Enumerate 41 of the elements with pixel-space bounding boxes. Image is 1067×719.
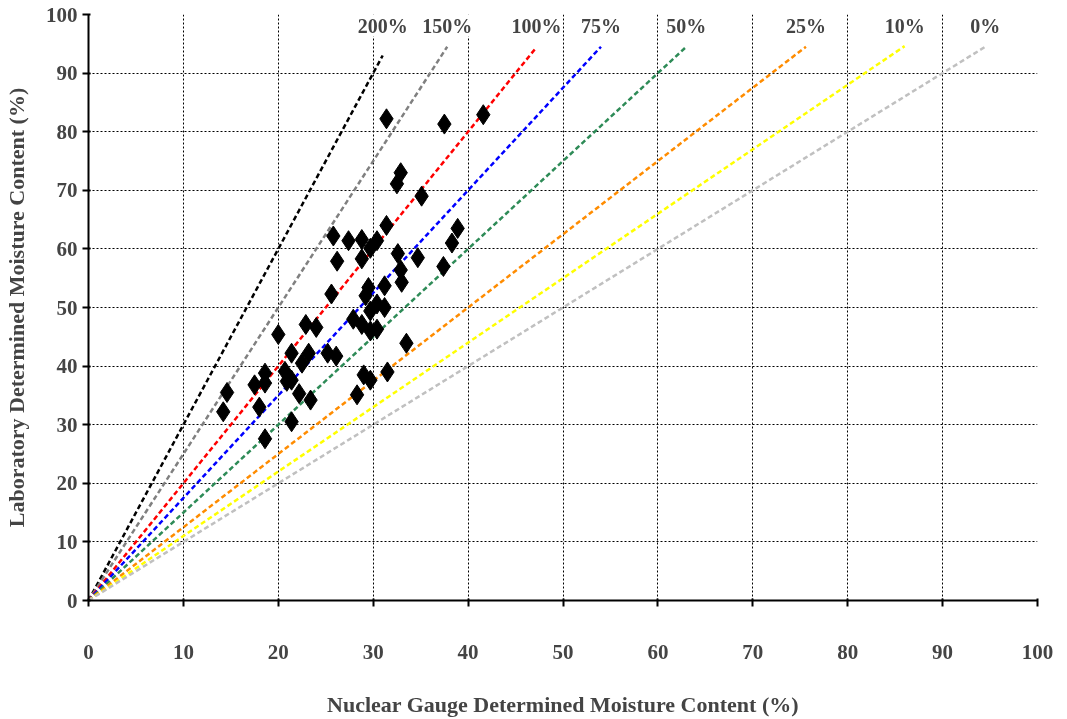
point — [294, 352, 310, 374]
y-tick-label: 0 — [67, 588, 78, 613]
point — [377, 297, 392, 318]
point — [257, 428, 273, 450]
x-tick-label: 0 — [83, 639, 94, 664]
y-tick-label: 60 — [56, 236, 78, 261]
series-label: 50% — [666, 14, 707, 37]
series-label: 10% — [884, 14, 925, 37]
y-tick-label: 20 — [56, 471, 78, 496]
point — [349, 384, 365, 406]
point — [329, 250, 345, 272]
point — [389, 173, 405, 195]
x-tick-label: 70 — [742, 639, 764, 664]
series-label: 0% — [970, 14, 1001, 37]
y-tick-label: 10 — [56, 529, 78, 554]
x-tick-label: 10 — [172, 639, 194, 664]
point — [390, 243, 406, 265]
y-tick-label: 30 — [56, 412, 78, 437]
series-label: 150% — [422, 14, 473, 37]
series-label: 25% — [785, 14, 826, 37]
y-axis-title: Laboratory Determined Moisture Content (%) — [4, 87, 29, 528]
x-axis-title: Nuclear Gauge Determined Moisture Content (%) — [327, 691, 799, 717]
y-tick-label: 40 — [56, 354, 78, 379]
y-tick-label: 50 — [56, 295, 78, 320]
x-tick-label: 40 — [457, 639, 479, 664]
y-tick-label: 90 — [56, 61, 78, 86]
point — [444, 232, 460, 254]
y-tick-label: 100 — [46, 2, 78, 27]
series-label: 200% — [357, 14, 408, 37]
y-tick-label: 80 — [56, 119, 78, 144]
x-tick-label: 20 — [267, 639, 289, 664]
series-label: 75% — [580, 14, 621, 37]
x-tick-label: 60 — [647, 639, 669, 664]
x-tick-label: 80 — [837, 639, 859, 664]
x-tick-label: 90 — [932, 639, 954, 664]
x-tick-label: 30 — [362, 639, 384, 664]
x-tick-label: 50 — [552, 639, 574, 664]
series-label: 100% — [511, 14, 562, 37]
x-tick-label: 100 — [1021, 639, 1054, 664]
point — [219, 381, 235, 403]
y-tick-label: 70 — [56, 178, 78, 203]
